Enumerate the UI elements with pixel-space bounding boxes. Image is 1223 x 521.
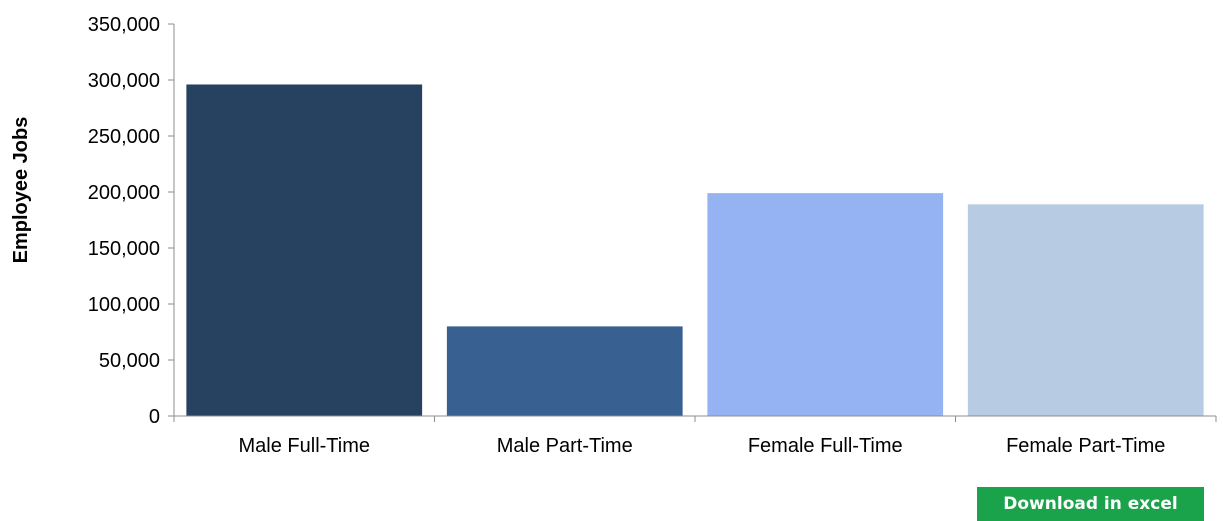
- bar: [446, 326, 683, 416]
- y-tick-label: 100,000: [88, 294, 160, 316]
- x-category-label: Male Full-Time: [239, 435, 371, 457]
- download-excel-button[interactable]: Download in excel: [977, 487, 1204, 521]
- bar-chart: Employee Jobs 0 50,000 100,000 150,000 200,0…: [10, 14, 1217, 457]
- bars: [186, 84, 1204, 416]
- x-axis: Male Full-Time Male Part-Time Female Full-…: [173, 415, 1217, 457]
- y-tick-label: 300,000: [88, 70, 160, 92]
- y-tick-label: 150,000: [88, 238, 160, 260]
- y-tick-label: 350,000: [88, 14, 160, 36]
- x-category-label: Female Full-Time: [748, 435, 903, 457]
- bar: [967, 204, 1204, 416]
- y-tick-label: 50,000: [99, 350, 160, 372]
- y-tick-label: 0: [149, 406, 160, 428]
- bar: [707, 193, 944, 416]
- y-axis: 0 50,000 100,000 150,000 200,000 250,000 300,0…: [88, 14, 175, 428]
- bar: [186, 84, 423, 416]
- y-axis-title: Employee Jobs: [10, 117, 32, 264]
- x-category-label: Female Part-Time: [1006, 435, 1165, 457]
- y-tick-label: 200,000: [88, 182, 160, 204]
- x-category-label: Male Part-Time: [497, 435, 633, 457]
- y-tick-label: 250,000: [88, 126, 160, 148]
